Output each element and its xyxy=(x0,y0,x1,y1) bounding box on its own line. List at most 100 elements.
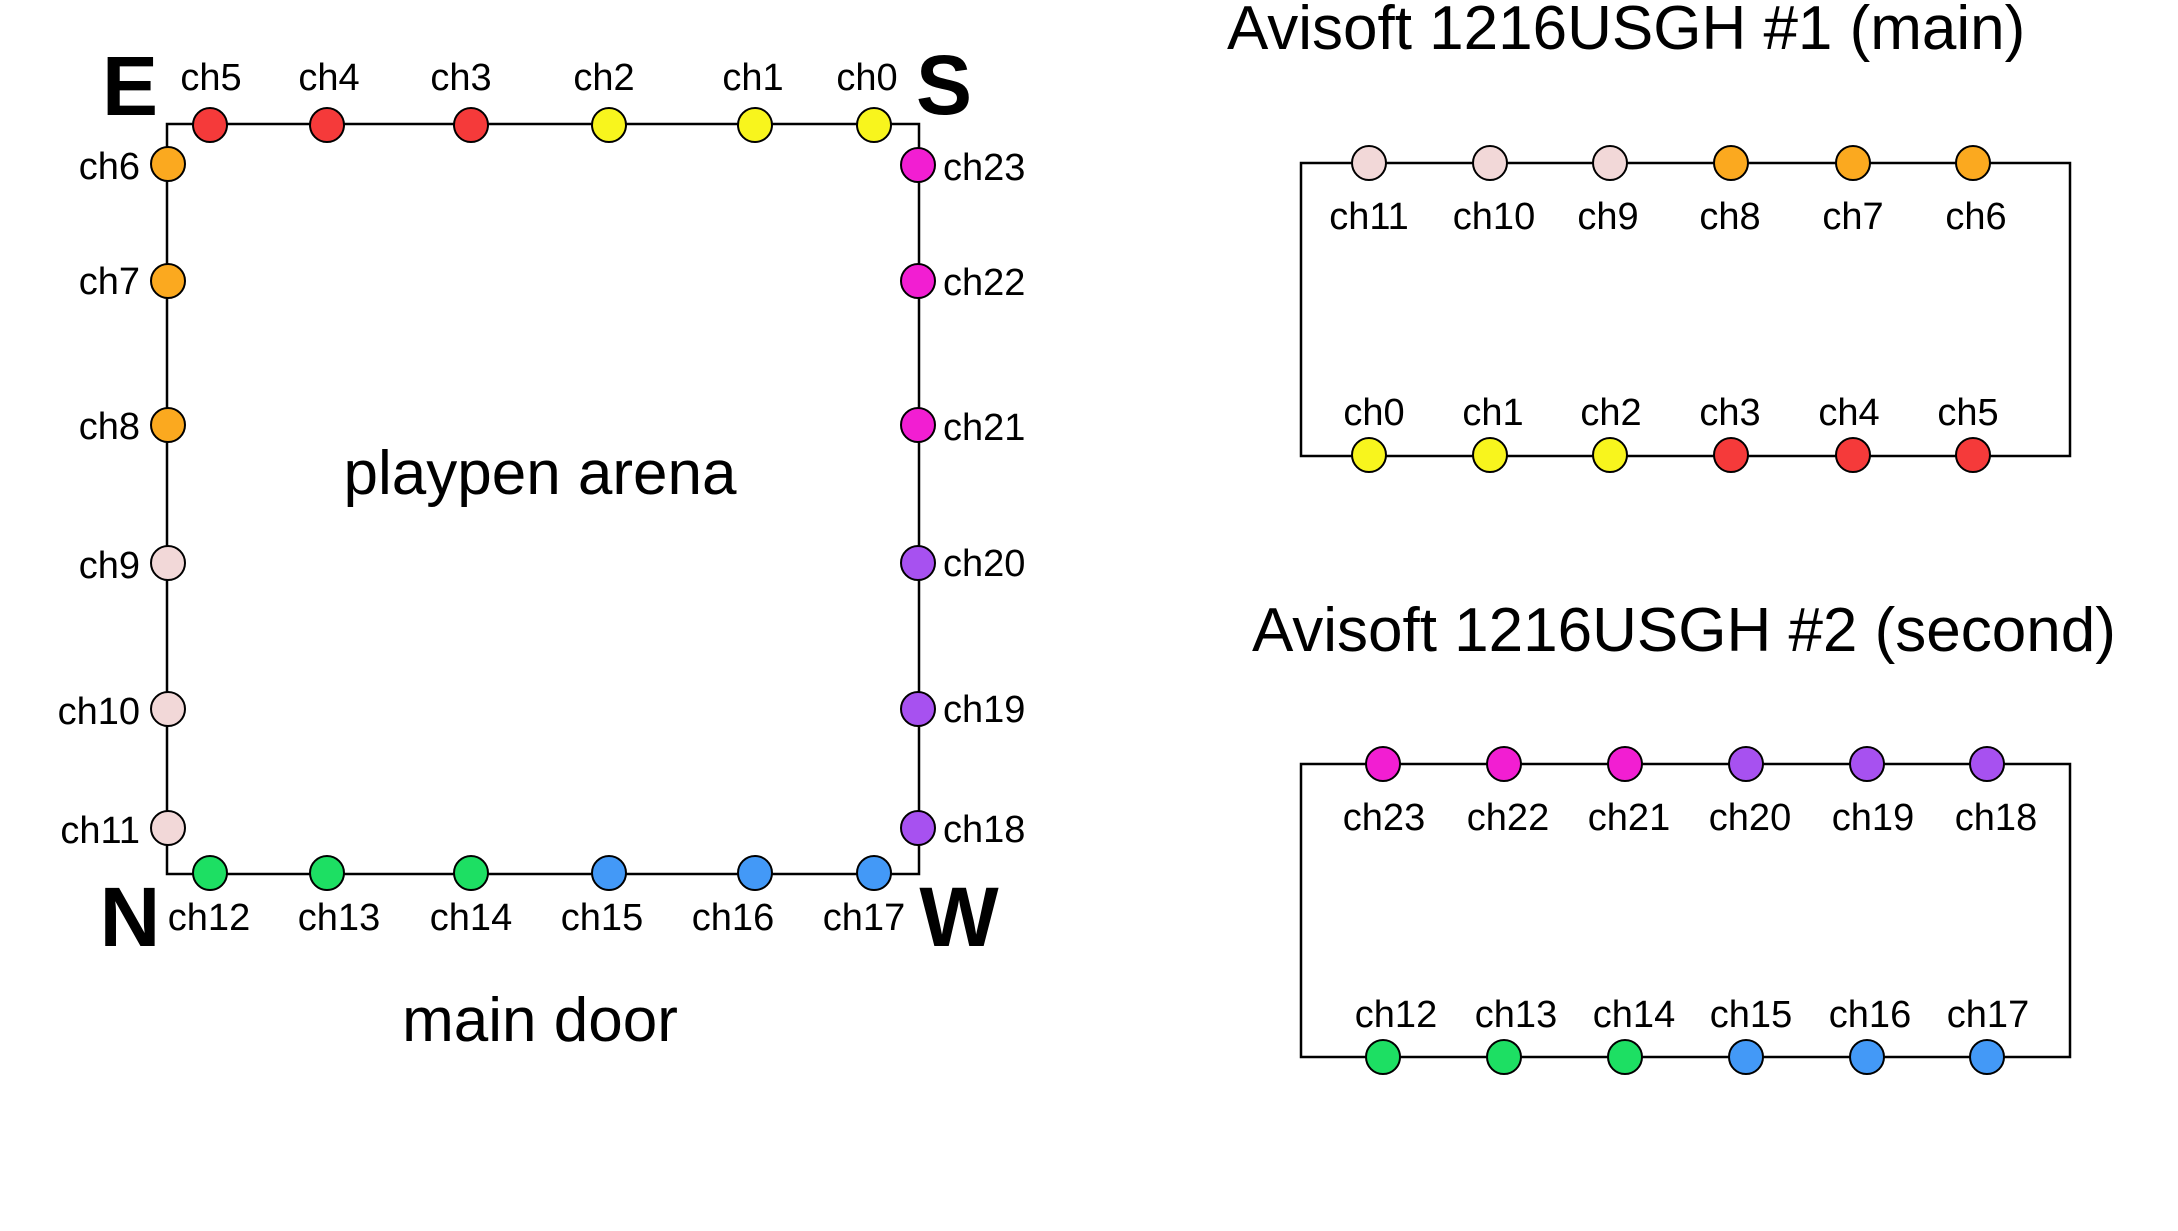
device1-label-ch7: ch7 xyxy=(1822,196,1883,238)
arena-mic-ch19 xyxy=(900,691,936,727)
arena-label: playpen arena xyxy=(344,439,737,508)
device-2-diagram: Avisoft 1216USGH #2 (second) ch23 ch22 ch2… xyxy=(1252,596,2116,1075)
compass-north: N xyxy=(100,870,161,964)
device2-label-ch21: ch21 xyxy=(1588,797,1670,839)
arena-label-ch23: ch23 xyxy=(943,147,1025,189)
arena-outline xyxy=(165,122,921,876)
device2-mic-ch16 xyxy=(1849,1039,1885,1075)
device1-mic-ch11 xyxy=(1351,145,1387,181)
device2-mic-ch23 xyxy=(1365,746,1401,782)
arena-mic-ch9 xyxy=(150,545,186,581)
compass-east: E xyxy=(102,39,158,133)
device2-mic-ch20 xyxy=(1728,746,1764,782)
arena-mic-ch10 xyxy=(150,691,186,727)
device1-mic-ch5 xyxy=(1955,437,1991,473)
device1-mic-ch9 xyxy=(1592,145,1628,181)
device1-mic-ch6 xyxy=(1955,145,1991,181)
device1-mic-ch7 xyxy=(1835,145,1871,181)
arena-label-ch17: ch17 xyxy=(823,897,905,939)
arena-label-ch2: ch2 xyxy=(573,57,634,99)
arena-mic-ch3 xyxy=(453,107,489,143)
device2-label-ch20: ch20 xyxy=(1709,797,1791,839)
arena-label-ch9: ch9 xyxy=(79,545,140,587)
arena-microphones: ch5 ch4 ch3 ch2 ch1 ch0 ch6 ch7 ch8 ch9 ch10 ch11 ch… xyxy=(58,57,1026,939)
arena-label-ch20: ch20 xyxy=(943,543,1025,585)
device1-mic-ch3 xyxy=(1713,437,1749,473)
device-1-title: Avisoft 1216USGH #1 (main) xyxy=(1227,0,2025,63)
device2-mic-ch14 xyxy=(1607,1039,1643,1075)
arena-mic-ch11 xyxy=(150,810,186,846)
device-1-channels: ch11 ch10 ch9 ch8 ch7 ch6 ch0 ch1 ch2 ch3 ch4 ch5 xyxy=(1329,145,2007,473)
arena-mic-ch16 xyxy=(737,855,773,891)
device2-label-ch18: ch18 xyxy=(1955,797,2037,839)
device-1-outline xyxy=(1299,161,2072,458)
playpen-arena-diagram: playpen arena main door E S N W ch5 ch4 ch… xyxy=(58,38,1026,1055)
arena-label-ch4: ch4 xyxy=(298,57,359,99)
device1-label-ch4: ch4 xyxy=(1818,392,1879,434)
device-2-title: Avisoft 1216USGH #2 (second) xyxy=(1252,596,2116,665)
arena-mic-ch4 xyxy=(309,107,345,143)
device2-label-ch23: ch23 xyxy=(1343,797,1425,839)
device-1-diagram: Avisoft 1216USGH #1 (main) ch11 ch10 ch9 ch… xyxy=(1227,0,2072,473)
device2-mic-ch19 xyxy=(1849,746,1885,782)
arena-mic-ch18 xyxy=(900,810,936,846)
device2-label-ch19: ch19 xyxy=(1832,797,1914,839)
arena-mic-ch2 xyxy=(591,107,627,143)
arena-label-ch7: ch7 xyxy=(79,261,140,303)
device1-label-ch8: ch8 xyxy=(1699,196,1760,238)
arena-mic-ch5 xyxy=(192,107,228,143)
device2-label-ch13: ch13 xyxy=(1475,994,1557,1036)
arena-label-ch5: ch5 xyxy=(180,57,241,99)
device-2-outline xyxy=(1299,762,2072,1059)
arena-mic-ch0 xyxy=(856,107,892,143)
arena-mic-ch13 xyxy=(309,855,345,891)
device2-label-ch15: ch15 xyxy=(1710,994,1792,1036)
arena-mic-ch12 xyxy=(192,855,228,891)
device2-mic-ch17 xyxy=(1969,1039,2005,1075)
device1-mic-ch0 xyxy=(1351,437,1387,473)
device2-label-ch16: ch16 xyxy=(1829,994,1911,1036)
compass-south: S xyxy=(916,38,972,132)
arena-label-ch18: ch18 xyxy=(943,809,1025,851)
device1-label-ch3: ch3 xyxy=(1699,392,1760,434)
device-2-channels: ch23 ch22 ch21 ch20 ch19 ch18 ch12 ch13 ch14 ch15… xyxy=(1343,746,2037,1075)
device1-label-ch9: ch9 xyxy=(1577,196,1638,238)
arena-mic-ch22 xyxy=(900,263,936,299)
device2-mic-ch18 xyxy=(1969,746,2005,782)
arena-label-ch15: ch15 xyxy=(561,897,643,939)
arena-label-ch1: ch1 xyxy=(722,57,783,99)
device2-mic-ch22 xyxy=(1486,746,1522,782)
device2-mic-ch21 xyxy=(1607,746,1643,782)
arena-label-ch10: ch10 xyxy=(58,691,140,733)
arena-mic-ch21 xyxy=(900,407,936,443)
arena-mic-ch17 xyxy=(856,855,892,891)
device2-label-ch17: ch17 xyxy=(1947,994,2029,1036)
device1-mic-ch4 xyxy=(1835,437,1871,473)
door-label: main door xyxy=(402,986,678,1055)
device1-label-ch2: ch2 xyxy=(1580,392,1641,434)
arena-mic-ch14 xyxy=(453,855,489,891)
arena-label-ch3: ch3 xyxy=(430,57,491,99)
device1-mic-ch8 xyxy=(1713,145,1749,181)
arena-label-ch19: ch19 xyxy=(943,689,1025,731)
arena-label-ch8: ch8 xyxy=(79,406,140,448)
arena-label-ch16: ch16 xyxy=(692,897,774,939)
device1-mic-ch1 xyxy=(1472,437,1508,473)
arena-mic-ch8 xyxy=(150,407,186,443)
arena-mic-ch1 xyxy=(737,107,773,143)
arena-label-ch22: ch22 xyxy=(943,262,1025,304)
arena-label-ch0: ch0 xyxy=(836,57,897,99)
device2-label-ch22: ch22 xyxy=(1467,797,1549,839)
compass-west: W xyxy=(919,870,999,964)
device2-label-ch12: ch12 xyxy=(1355,994,1437,1036)
device1-label-ch5: ch5 xyxy=(1937,392,1998,434)
arena-mic-ch23 xyxy=(900,147,936,183)
arena-mic-ch20 xyxy=(900,545,936,581)
arena-label-ch6: ch6 xyxy=(79,146,140,188)
device1-label-ch0: ch0 xyxy=(1343,392,1404,434)
arena-mic-ch6 xyxy=(150,146,186,182)
arena-mic-ch15 xyxy=(591,855,627,891)
arena-label-ch12: ch12 xyxy=(168,897,250,939)
arena-label-ch13: ch13 xyxy=(298,897,380,939)
